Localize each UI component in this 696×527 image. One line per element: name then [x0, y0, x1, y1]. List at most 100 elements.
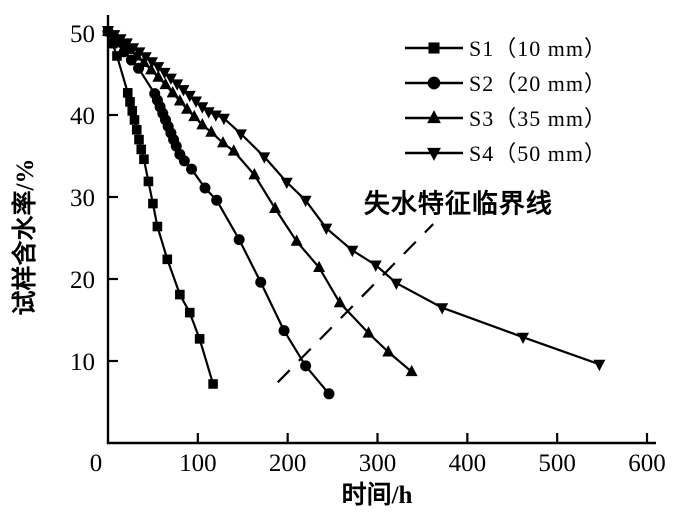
marker-triangle-down	[209, 110, 222, 122]
y-tick-label: 20	[70, 267, 95, 294]
marker-circle	[211, 194, 223, 206]
legend-entry-s3: S3（35 mm）	[405, 106, 607, 131]
marker-triangle-down	[369, 260, 382, 272]
critical-line-annotation: 失水特征临界线	[277, 189, 553, 384]
marker-circle	[186, 163, 198, 175]
marker-triangle-up	[137, 55, 150, 68]
series-line-s1	[106, 31, 215, 385]
marker-triangle-down	[102, 26, 114, 38]
marker-square	[162, 254, 173, 265]
marker-triangle-down	[164, 73, 177, 85]
marker-triangle-down	[299, 195, 312, 208]
x-tick-label: 200	[269, 450, 307, 477]
series-s3	[102, 24, 418, 377]
marker-triangle-down	[146, 57, 159, 69]
marker-triangle-down	[127, 43, 140, 55]
critical-dashed-line	[277, 223, 434, 384]
marker-triangle-up	[159, 77, 172, 90]
marker-triangle-up	[181, 102, 194, 114]
legend-entry-s1: S1（10 mm）	[405, 36, 607, 61]
series-line-s2	[107, 30, 330, 395]
marker-circle	[278, 325, 290, 337]
marker-triangle-down	[196, 102, 209, 114]
legend-label-s4: S4（50 mm）	[469, 141, 607, 166]
marker-triangle-up	[313, 260, 326, 273]
legend-entry-s4: S4（50 mm）	[405, 141, 607, 166]
marker-triangle-down	[390, 278, 403, 290]
marker-square	[136, 144, 147, 155]
marker-circle	[233, 234, 245, 246]
marker-triangle-down	[183, 90, 196, 103]
marker-circle	[199, 182, 211, 194]
marker-triangle-down	[436, 303, 449, 315]
marker-triangle-down	[114, 34, 127, 46]
marker-triangle-up	[145, 63, 158, 75]
marker-circle	[178, 155, 190, 167]
marker-triangle-down	[202, 107, 215, 119]
marker-square	[127, 106, 138, 116]
series-s2	[102, 25, 335, 400]
marker-square	[152, 221, 163, 232]
x-tick-label: 100	[179, 450, 217, 477]
marker-square	[175, 289, 185, 300]
series-s4	[102, 26, 606, 372]
marker-square	[184, 307, 195, 318]
annotation-label: 失水特征临界线	[364, 189, 553, 219]
marker-square	[148, 198, 158, 209]
marker-triangle-up	[166, 86, 179, 98]
y-tick-label: 40	[70, 103, 95, 130]
legend-label-s2: S2（20 mm）	[469, 71, 607, 96]
legend: S1（10 mm） S2（20 mm） S3（35 mm） S4（50 mm）	[405, 36, 607, 166]
marker-triangle-down	[517, 332, 530, 345]
legend-label-s1: S1（10 mm）	[469, 36, 607, 61]
marker-triangle-up	[152, 70, 165, 82]
marker-square	[122, 88, 133, 98]
marker-square	[143, 176, 154, 187]
marker-triangle-down	[280, 177, 293, 190]
marker-triangle-down	[133, 47, 146, 59]
marker-triangle-up	[173, 94, 186, 106]
marker-square	[208, 379, 218, 389]
marker-square	[194, 334, 205, 344]
marker-square	[131, 124, 142, 135]
marker-circle	[427, 76, 441, 90]
marker-triangle-down	[177, 85, 190, 97]
marker-triangle-down	[120, 38, 133, 50]
marker-triangle-down	[217, 113, 230, 126]
marker-triangle-up	[205, 125, 218, 137]
data-series	[102, 24, 606, 400]
x-tick-label: 600	[628, 450, 666, 477]
marker-circle	[323, 388, 335, 400]
marker-triangle-down	[139, 52, 152, 64]
marker-triangle-up	[427, 110, 441, 124]
marker-circle	[255, 276, 267, 288]
legend-entry-s2: S2（20 mm）	[405, 71, 607, 96]
marker-triangle-down	[593, 359, 606, 372]
marker-triangle-up	[333, 295, 346, 308]
y-tick-label: 30	[70, 185, 95, 212]
x-tick-label: 0	[90, 450, 103, 477]
y-tick-label: 10	[70, 349, 95, 376]
marker-circle	[300, 360, 312, 372]
marker-triangle-down	[190, 96, 203, 108]
x-tick-label: 500	[538, 450, 576, 477]
marker-square	[129, 115, 140, 125]
marker-triangle-down	[346, 245, 359, 258]
marker-triangle-down	[171, 79, 184, 91]
marker-square	[134, 134, 144, 145]
x-axis-title: 时间/h	[342, 481, 413, 509]
marker-triangle-down	[234, 129, 247, 141]
y-axis-title: 试样含水率/%	[10, 159, 39, 316]
marker-triangle-down	[320, 223, 333, 235]
marker-square	[428, 42, 440, 54]
marker-square	[125, 97, 135, 107]
marker-triangle-up	[382, 345, 395, 357]
marker-triangle-down	[158, 67, 171, 80]
legend-label-s3: S3（35 mm）	[469, 106, 607, 131]
marker-triangle-up	[196, 118, 209, 130]
marker-triangle-down	[108, 30, 121, 42]
marker-triangle-up	[227, 144, 240, 156]
marker-triangle-up	[405, 364, 418, 377]
